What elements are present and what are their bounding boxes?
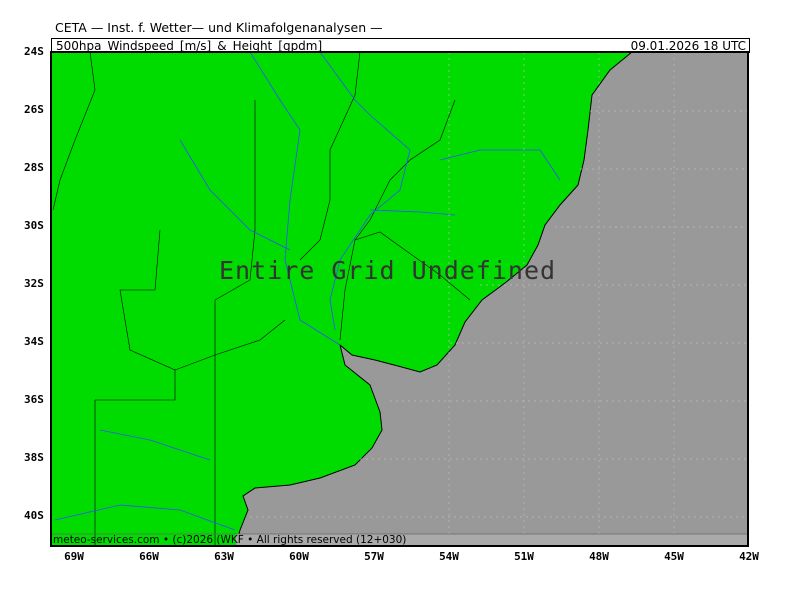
lat-label: 32S: [24, 277, 44, 290]
lon-label: 45W: [664, 550, 684, 563]
map-subtitle: 500hpa_Windspeed_[m/s]_&_Height_[gpdm]: [56, 39, 323, 53]
lon-label: 69W: [64, 550, 84, 563]
lon-label: 63W: [214, 550, 234, 563]
lon-label: 60W: [289, 550, 309, 563]
copyright-footer: meteo-services.com • (c)2026 (WKF • All …: [53, 534, 407, 546]
lat-label: 34S: [24, 335, 44, 348]
map-frame: [50, 51, 749, 547]
undefined-grid-message: Entire Grid Undefined: [219, 256, 557, 285]
lat-label: 36S: [24, 393, 44, 406]
lat-label: 30S: [24, 219, 44, 232]
subtitle-bar: 500hpa_Windspeed_[m/s]_&_Height_[gpdm] 0…: [51, 38, 750, 53]
grid-lines: [250, 52, 748, 534]
lat-label: 38S: [24, 451, 44, 464]
rivers: [54, 51, 561, 531]
lon-label: 57W: [364, 550, 384, 563]
lat-label: 26S: [24, 103, 44, 116]
lon-label: 48W: [589, 550, 609, 563]
lon-label: 42W: [739, 550, 759, 563]
lat-label: 28S: [24, 161, 44, 174]
valid-time: 09.01.2026 18 UTC: [630, 39, 746, 53]
map-title: CETA — Inst. f. Wetter— und Klimafolgena…: [55, 20, 383, 35]
land: [50, 51, 634, 547]
lon-label: 51W: [514, 550, 534, 563]
borders: [52, 51, 471, 546]
lat-label: 40S: [24, 509, 44, 522]
footer-band: [236, 534, 748, 546]
lat-label: 24S: [24, 45, 44, 58]
lon-label: 66W: [139, 550, 159, 563]
lon-label: 54W: [439, 550, 459, 563]
